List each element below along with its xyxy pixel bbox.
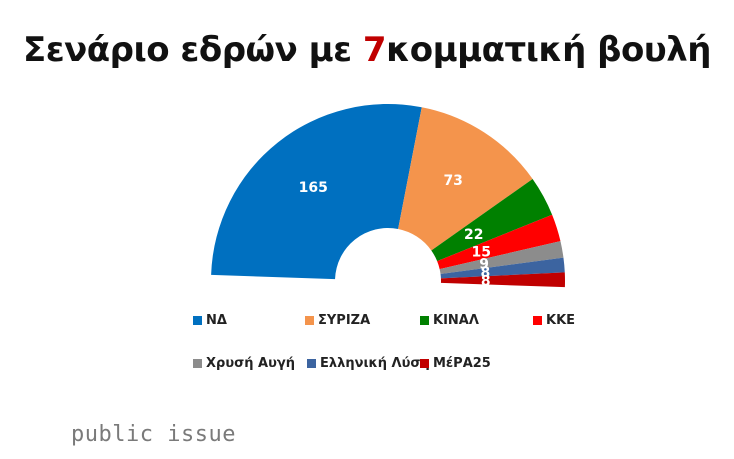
slice-2 (431, 178, 553, 262)
legend-swatch (420, 316, 429, 325)
data-label: 9 (479, 257, 489, 273)
legend-swatch (305, 316, 314, 325)
chart-title: Σενάριο εδρών με 7κομματική βουλή (0, 30, 734, 70)
legend-label: ΚΙΝΑΛ (433, 313, 479, 328)
legend-label: ΣΥΡΙΖΑ (318, 313, 371, 328)
data-label: 73 (443, 173, 462, 189)
data-label: 15 (471, 245, 490, 261)
slice-3 (437, 214, 561, 270)
legend-item-syriza: ΣΥΡΙΖΑ (305, 313, 370, 328)
title-accent-number: 7 (362, 30, 387, 70)
legend-label: Χρυσή Αυγή (206, 356, 295, 371)
legend-swatch (533, 316, 542, 325)
slice-5 (440, 257, 565, 279)
legend-swatch (193, 316, 202, 325)
legend-item-kke: ΚΚΕ (533, 313, 575, 328)
title-prefix: Σενάριο εδρών με (22, 30, 363, 70)
data-label: 165 (299, 180, 328, 196)
legend-item-kinal: ΚΙΝΑΛ (420, 313, 479, 328)
legend-swatch (193, 359, 202, 368)
slice-1 (398, 107, 533, 251)
slice-0 (211, 104, 422, 280)
title-suffix: κομματική βουλή (386, 30, 711, 70)
legend-item-nd: ΝΔ (193, 313, 227, 328)
data-label: 22 (464, 227, 483, 243)
legend-item-chrysi-avgi: Χρυσή Αυγή (193, 356, 295, 371)
brand-logo: public issue (71, 422, 236, 447)
slice-4 (439, 241, 564, 274)
legend-label: ΚΚΕ (546, 313, 576, 328)
legend-swatch (307, 359, 316, 368)
data-label: 8 (481, 273, 491, 289)
legend-item-elliniki-lysi: Ελληνική Λύση (307, 356, 430, 371)
data-label: 8 (480, 265, 490, 281)
legend-item-mera25: ΜέΡΑ25 (420, 356, 491, 371)
legend-swatch (420, 359, 429, 368)
slice-6 (440, 272, 565, 288)
legend-label: ΝΔ (206, 313, 227, 328)
legend-label: Ελληνική Λύση (320, 356, 430, 371)
legend-label: ΜέΡΑ25 (433, 356, 491, 371)
